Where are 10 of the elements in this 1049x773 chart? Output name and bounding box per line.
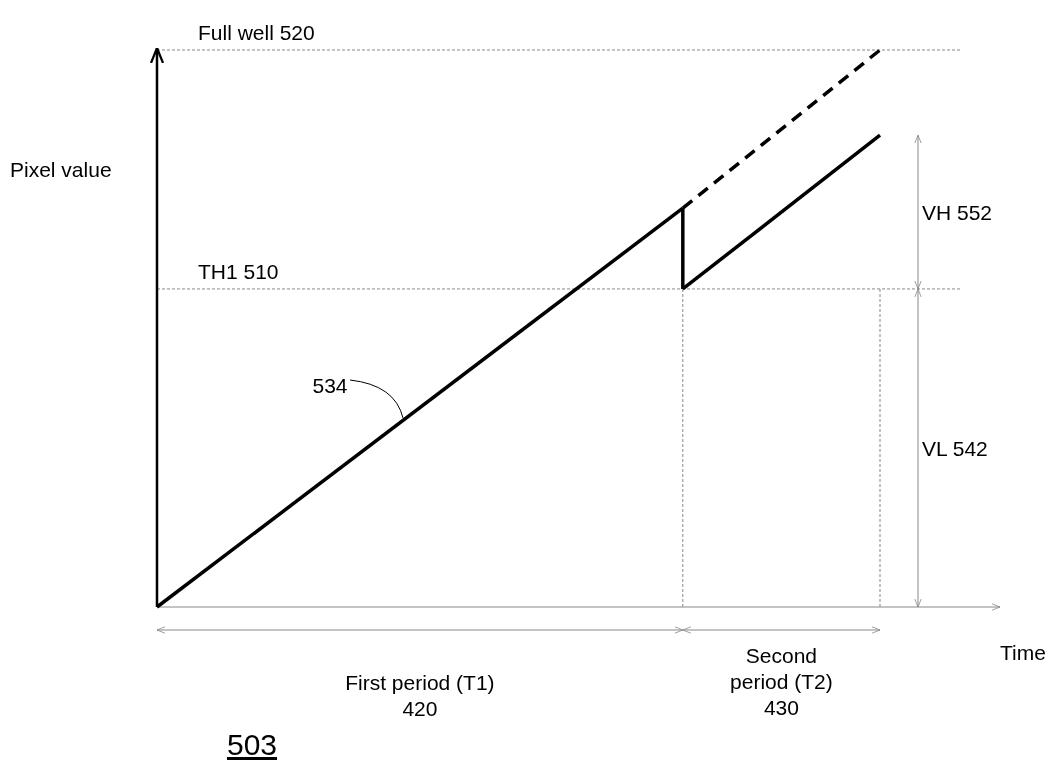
text: 503 [226,728,278,761]
text: First period (T1) 420 [345,671,495,720]
annotation: VL 542 [922,436,988,460]
annotation: 534 [312,374,348,397]
ref-line-label: TH1 510 [198,259,279,283]
annotation: VH 552 [922,201,993,225]
text: Second period (T2) 430 [730,644,833,719]
ref-line-label: Full well 520 [198,21,315,44]
x-axis-title: Time [1000,641,1046,664]
y-axis-title: Pixel value [10,158,112,181]
